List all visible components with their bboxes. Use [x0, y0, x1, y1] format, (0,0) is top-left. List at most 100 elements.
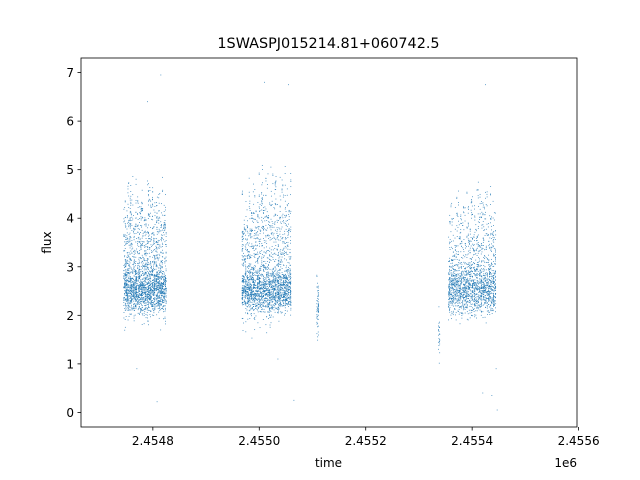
data-point [260, 270, 262, 271]
data-point [249, 294, 251, 296]
data-point [257, 295, 258, 297]
data-point [287, 294, 289, 296]
data-point [284, 278, 286, 280]
data-point [248, 298, 250, 300]
data-point [268, 303, 269, 305]
data-point [451, 313, 453, 314]
data-point [243, 232, 245, 234]
data-point [288, 275, 289, 277]
data-point [317, 325, 319, 327]
data-point [126, 295, 128, 296]
data-point [248, 271, 250, 273]
data-point [135, 223, 137, 225]
data-point [282, 196, 284, 198]
data-point [282, 221, 284, 222]
data-point [288, 292, 289, 294]
data-point [271, 307, 273, 309]
data-point [134, 226, 136, 228]
data-point [129, 227, 131, 229]
data-point [250, 293, 252, 295]
data-point [450, 280, 452, 281]
data-point [124, 255, 126, 257]
data-point [261, 203, 263, 205]
data-point [451, 259, 453, 261]
data-point [126, 288, 128, 290]
data-point [133, 303, 135, 305]
data-point [128, 220, 130, 222]
data-point [253, 212, 255, 214]
data-point [150, 296, 152, 298]
data-point [134, 305, 136, 306]
data-point [282, 288, 284, 289]
data-point [135, 241, 137, 243]
data-point [126, 215, 128, 217]
data-point [129, 306, 131, 308]
data-point [164, 229, 166, 231]
data-point [280, 312, 282, 314]
data-point [156, 220, 158, 222]
data-point [128, 290, 130, 292]
data-point [275, 253, 277, 255]
data-point [451, 278, 453, 280]
data-point [133, 293, 135, 295]
data-point [125, 271, 127, 273]
data-point [453, 280, 454, 282]
data-point [449, 260, 450, 262]
data-point [134, 279, 136, 281]
data-point [258, 290, 259, 292]
data-point [125, 266, 127, 268]
data-point [148, 194, 149, 195]
data-point [258, 172, 260, 174]
data-point [139, 233, 140, 235]
data-point [133, 300, 135, 302]
data-point [123, 270, 125, 272]
data-point [449, 223, 451, 225]
data-point [252, 294, 253, 296]
data-point [268, 265, 269, 266]
data-point [135, 278, 137, 279]
data-point [148, 252, 150, 254]
data-point [264, 290, 266, 292]
data-point [149, 290, 151, 292]
data-point [138, 246, 140, 247]
data-point [133, 283, 135, 284]
data-point [261, 266, 263, 267]
data-point [277, 294, 278, 295]
data-point [289, 274, 291, 276]
data-point [270, 166, 272, 168]
data-point [259, 245, 260, 247]
data-point [316, 306, 318, 308]
data-point [455, 319, 457, 321]
data-point [144, 296, 146, 298]
data-point [272, 295, 274, 297]
data-point [247, 291, 248, 292]
data-point [139, 262, 141, 264]
data-point [318, 294, 319, 296]
data-point [284, 277, 285, 278]
data-point [130, 250, 132, 252]
data-point [451, 281, 453, 282]
data-point [126, 292, 128, 294]
data-point [243, 300, 245, 302]
data-point [146, 284, 148, 285]
data-point [161, 261, 162, 263]
data-point [450, 267, 452, 268]
data-point [147, 190, 149, 192]
data-point [274, 283, 276, 285]
data-point [143, 245, 145, 247]
data-point [163, 311, 164, 313]
data-point [156, 243, 158, 245]
data-point [241, 240, 243, 242]
data-point [143, 292, 145, 294]
data-point [125, 316, 127, 317]
data-point [140, 216, 142, 218]
data-point [151, 218, 152, 220]
data-point [139, 286, 140, 288]
data-point [284, 293, 285, 295]
data-point [286, 220, 288, 221]
data-point [154, 281, 156, 283]
data-point [150, 238, 152, 240]
data-point [129, 225, 131, 226]
data-point [156, 287, 158, 289]
data-point [140, 212, 141, 214]
